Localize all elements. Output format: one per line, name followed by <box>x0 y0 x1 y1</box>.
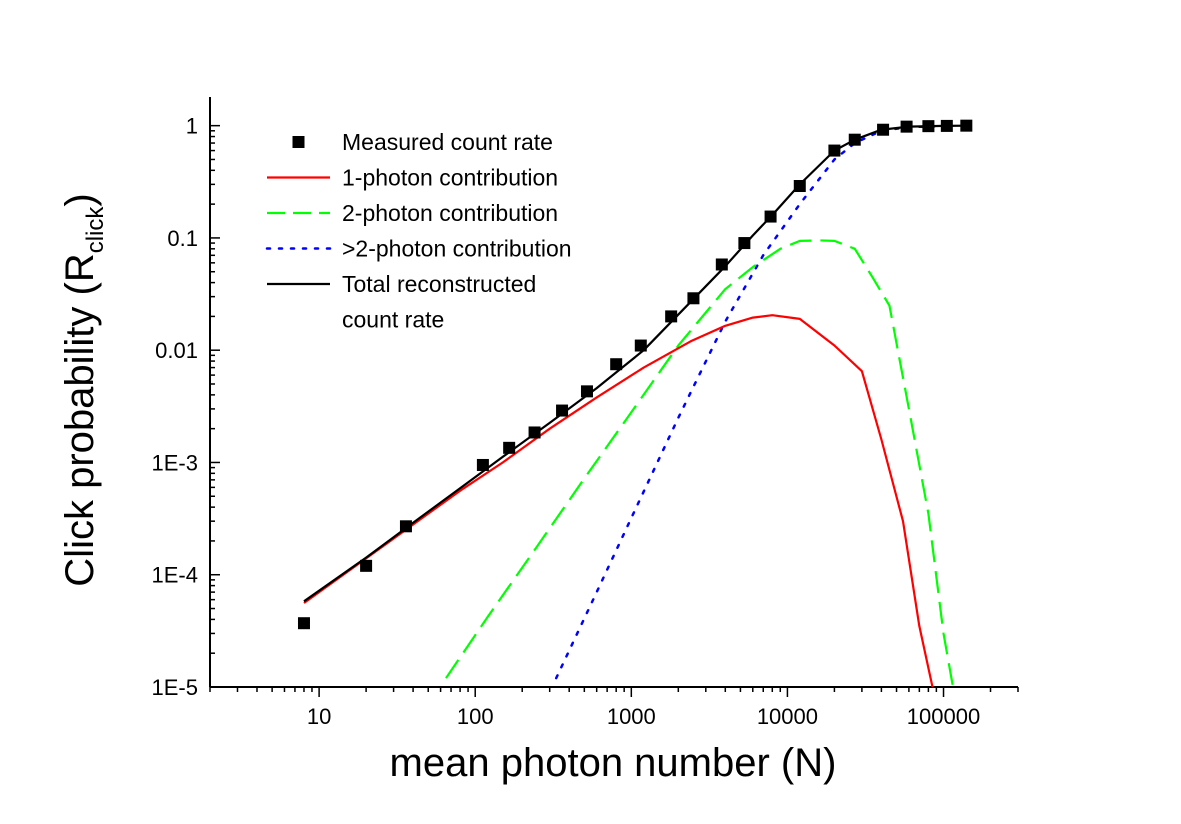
data-point-marker <box>610 358 623 371</box>
data-point-marker <box>738 237 751 250</box>
data-point-marker <box>764 210 777 223</box>
data-point-marker <box>848 133 861 146</box>
y-tick-label: 1 <box>186 114 198 139</box>
series-line-4 <box>554 124 945 680</box>
data-point-marker <box>399 520 412 533</box>
legend-item: Measured count rate <box>292 129 553 155</box>
x-tick-label: 100 <box>457 704 494 729</box>
data-point-marker <box>528 426 541 439</box>
legend-label: 1-photon contribution <box>342 165 558 191</box>
data-point-marker <box>360 559 373 572</box>
y-tick-label: 0.01 <box>155 338 198 363</box>
series-line-2 <box>303 314 934 687</box>
y-axis-title: Click probability (Rclick) <box>58 193 109 586</box>
data-point-marker <box>940 119 953 132</box>
legend-label: Measured count rate <box>342 129 553 155</box>
legend: Measured count rate 1-photon contribution… <box>265 129 572 333</box>
x-axis-title: mean photon number (N) <box>390 741 837 785</box>
data-point-marker <box>877 123 890 136</box>
y-axis-title-main: Click probability (R <box>58 253 102 586</box>
legend-label: Total reconstructed <box>342 271 536 297</box>
x-tick-label: 10 <box>307 704 331 729</box>
plot-frame <box>209 97 1018 688</box>
y-tick-label: 1E-5 <box>152 675 198 700</box>
data-point-marker <box>476 458 489 471</box>
legend-label: >2-photon contribution <box>342 236 572 262</box>
data-point-marker <box>922 120 935 133</box>
data-point-marker <box>297 617 310 630</box>
data-point-marker <box>665 310 678 323</box>
data-point-marker <box>580 385 593 398</box>
x-tick-label: 1000 <box>607 704 656 729</box>
data-point-marker <box>634 339 647 352</box>
y-tick-label: 0.1 <box>167 226 198 251</box>
x-axis: 10 100 1000 10000 100000 <box>209 687 1019 729</box>
legend-item: >2-photon contribution <box>265 236 572 262</box>
y-axis-title-close: ) <box>58 193 102 206</box>
data-point-marker <box>828 144 841 157</box>
legend-item: Total reconstructed count rate <box>267 271 536 333</box>
data-point-marker <box>793 180 806 193</box>
x-tick-label: 10000 <box>757 704 818 729</box>
data-point-marker <box>960 119 973 132</box>
legend-item: 2-photon contribution <box>267 200 558 226</box>
legend-label: count rate <box>342 307 444 333</box>
data-point-marker <box>503 441 516 454</box>
legend-item: 1-photon contribution <box>267 165 558 191</box>
series-line-3 <box>445 239 955 687</box>
data-point-marker <box>900 120 913 133</box>
marker-series-group <box>297 119 973 630</box>
legend-marker <box>292 136 305 148</box>
y-axis: 1E-5 1E-4 1E-3 0.01 0.1 1 <box>152 114 220 700</box>
legend-label: 2-photon contribution <box>342 200 558 226</box>
data-point-marker <box>715 258 728 271</box>
data-point-marker <box>556 404 569 417</box>
y-tick-label: 1E-4 <box>152 563 198 588</box>
y-tick-label: 1E-3 <box>152 450 198 475</box>
data-point-marker <box>687 292 700 305</box>
plot-series <box>297 119 973 687</box>
x-tick-label: 100000 <box>907 704 980 729</box>
y-axis-title-subscript: click <box>82 206 109 254</box>
